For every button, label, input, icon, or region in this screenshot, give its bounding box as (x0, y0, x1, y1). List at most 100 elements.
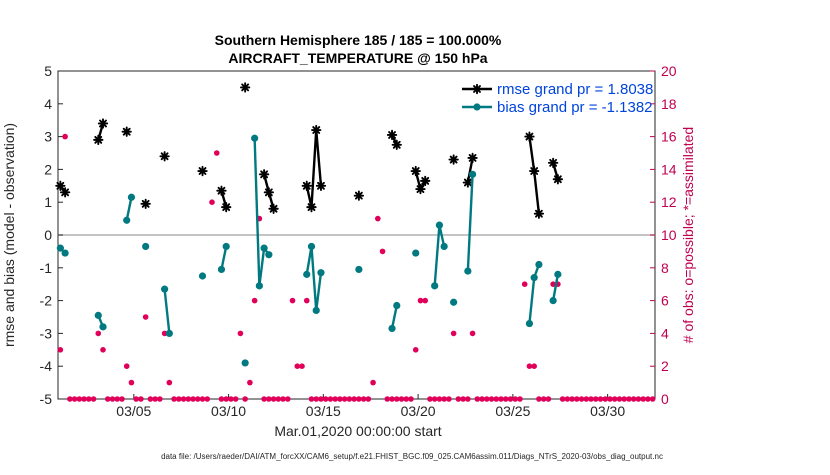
obs-count-marker (408, 396, 414, 402)
obs-count-marker (67, 396, 73, 402)
obs-count-marker (176, 396, 182, 402)
obs-count-marker (455, 396, 462, 402)
x-tick-label: 03/30 (590, 403, 625, 419)
obs-count-marker (123, 363, 130, 370)
rmse-point (448, 154, 459, 165)
y2-tick-label: 8 (661, 260, 669, 276)
obs-count-marker (71, 396, 78, 402)
chart-subtitle: AIRCRAFT_TEMPERATURE @ 150 hPa (228, 50, 487, 66)
obs-count-marker (166, 379, 173, 386)
obs-count-marker (365, 396, 372, 402)
y-tick-label: -5 (40, 391, 53, 407)
obs-count-marker (398, 396, 405, 402)
rmse-point (268, 203, 279, 214)
obs-count-marker (337, 396, 343, 402)
bias-point (468, 170, 477, 178)
bias-point (127, 193, 136, 201)
obs-count-marker (483, 396, 490, 402)
bias-point (94, 311, 102, 319)
bias-point (123, 216, 131, 224)
bias-point (464, 267, 472, 275)
bias-point (265, 251, 273, 259)
rmse-point (311, 124, 322, 136)
obs-count-marker (540, 396, 547, 402)
rmse-point (306, 201, 317, 213)
obs-count-marker (308, 396, 315, 402)
rmse-point (533, 208, 545, 219)
legend-rmse-label: rmse grand pr = 1.8038 (497, 81, 653, 98)
bias-point (260, 244, 268, 252)
bias-point (198, 272, 207, 280)
rmse-point (420, 175, 431, 187)
bias-point (307, 242, 316, 251)
obs-count-marker (194, 396, 201, 402)
obs-count-marker (237, 330, 244, 337)
obs-count-marker (592, 396, 599, 402)
obs-count-marker (645, 396, 651, 402)
legend-bias-swatch-marker (473, 103, 481, 111)
bias-point (165, 329, 173, 337)
y2-tick-label: 12 (661, 194, 677, 210)
rmse-point (221, 201, 232, 213)
obs-count-marker (616, 396, 623, 402)
obs-count-marker (247, 379, 253, 386)
obs-count-marker (427, 396, 433, 402)
obs-count-marker (621, 396, 628, 402)
obs-count-marker (550, 281, 556, 288)
bias-point (431, 282, 439, 290)
y2-tick-label: 16 (661, 129, 677, 145)
obs-count-marker (607, 396, 613, 402)
y2-tick-label: 2 (661, 358, 669, 374)
obs-count-marker (280, 396, 286, 402)
obs-count-marker (379, 248, 386, 255)
y2-tick-label: 6 (661, 293, 669, 309)
bias-point (312, 306, 320, 315)
obs-count-marker (521, 281, 528, 288)
obs-count-marker (360, 396, 367, 402)
rmse-point (315, 180, 327, 191)
y2-tick-label: 18 (661, 96, 677, 112)
y2-tick-label: 4 (661, 325, 669, 341)
obs-count-marker (460, 396, 466, 402)
obs-count-marker (204, 396, 211, 402)
y-axis-label: rmse and bias (model - observation) (1, 123, 17, 347)
rmse-point (240, 82, 251, 93)
rmse-point (121, 126, 132, 137)
rmse-point (467, 152, 478, 164)
obs-count-marker (313, 396, 320, 402)
bias-point (217, 265, 226, 274)
legend-rmse-swatch-marker (471, 83, 483, 95)
obs-count-marker (422, 297, 429, 304)
obs-count-marker (133, 396, 139, 402)
bias-series-line (163, 288, 171, 334)
rmse-point (159, 151, 170, 162)
obs-count-marker (104, 396, 111, 402)
y2-axis-label: # of obs: o=possible; *=assimilated (680, 127, 696, 343)
obs-count-marker (90, 396, 97, 402)
rmse-point (547, 157, 559, 168)
obs-count-marker (332, 396, 338, 402)
obs-count-marker (389, 396, 395, 402)
obs-count-marker (536, 396, 542, 402)
rmse-point (415, 183, 426, 195)
y-tick-label: -4 (40, 358, 53, 374)
obs-count-marker (185, 396, 192, 402)
chart-title: Southern Hemisphere 185 / 185 = 100.000% (215, 32, 502, 48)
y2-tick-label: 0 (661, 391, 669, 407)
y2-tick-label: 14 (661, 161, 677, 177)
obs-count-marker (474, 396, 481, 402)
x-axis-label: Mar.01,2020 00:00:00 start (274, 423, 441, 439)
bias-point (241, 359, 249, 367)
obs-count-marker (465, 396, 471, 402)
obs-count-marker (531, 363, 537, 370)
bias-point (435, 221, 444, 229)
y-tick-label: 2 (44, 161, 52, 177)
obs-count-marker (412, 347, 419, 353)
y-tick-label: 3 (44, 129, 52, 145)
obs-count-marker (109, 396, 116, 402)
obs-count-marker (152, 396, 158, 402)
obs-count-marker (138, 396, 144, 402)
bias-point (251, 134, 259, 142)
obs-count-marker (384, 396, 391, 402)
